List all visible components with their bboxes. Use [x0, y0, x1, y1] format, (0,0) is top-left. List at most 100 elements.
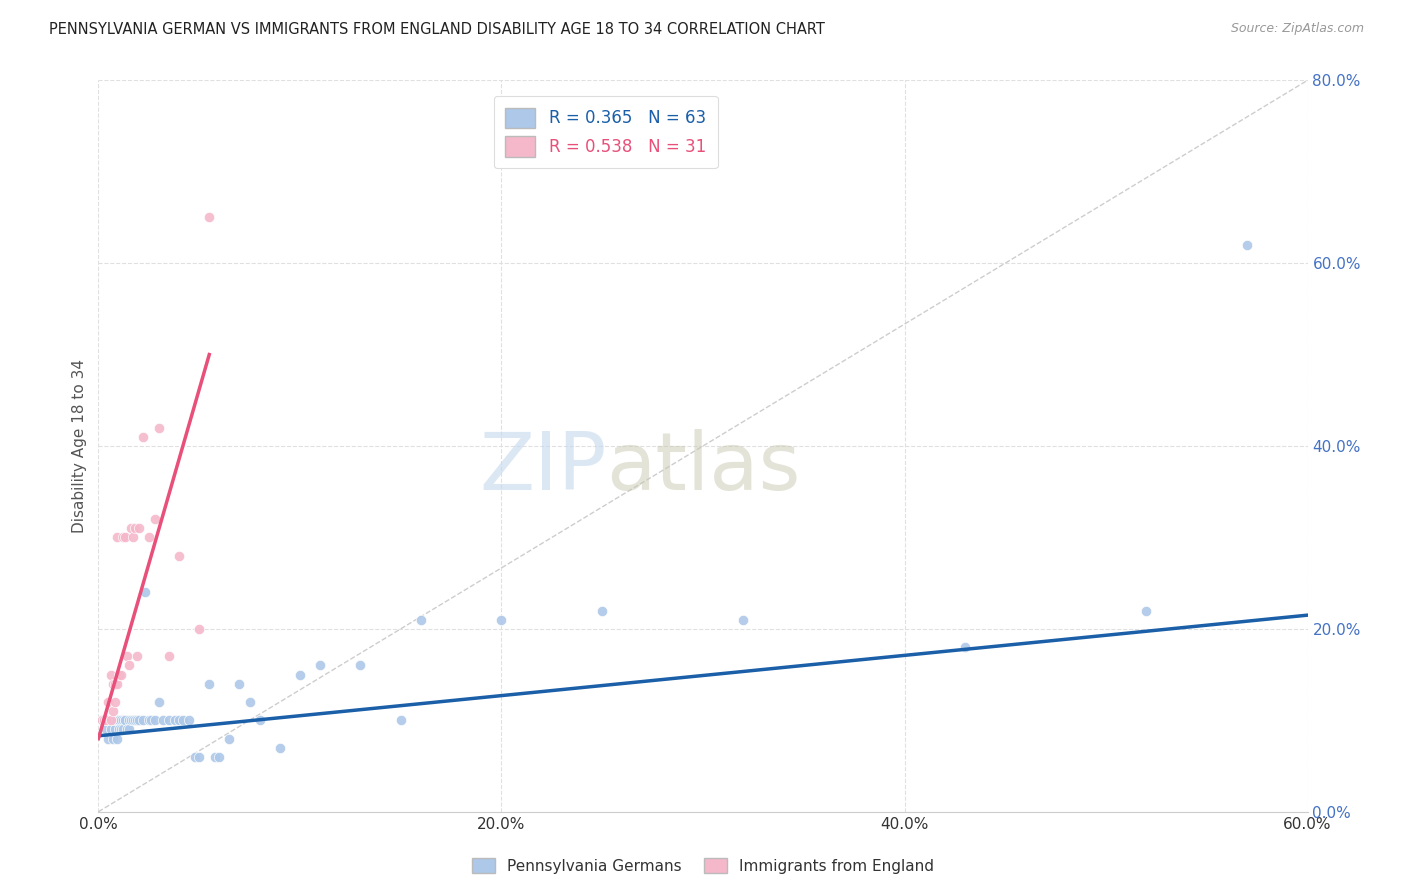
Point	[103, 676, 125, 690]
Point	[115, 649, 138, 664]
Point	[124, 521, 146, 535]
Point	[93, 714, 115, 728]
Point	[124, 714, 146, 728]
Point	[110, 723, 132, 737]
Point	[91, 714, 114, 728]
Point	[118, 658, 141, 673]
Point	[138, 714, 160, 728]
Point	[114, 530, 136, 544]
Point	[100, 714, 122, 728]
Point	[115, 723, 138, 737]
Point	[167, 549, 190, 563]
Point	[96, 714, 118, 728]
Point	[309, 658, 332, 673]
Point	[132, 714, 155, 728]
Point	[172, 714, 194, 728]
Point	[111, 530, 134, 544]
Point	[125, 714, 148, 728]
Point	[93, 714, 115, 728]
Point	[239, 695, 262, 709]
Point	[228, 676, 250, 690]
Point	[110, 667, 132, 681]
Point	[389, 714, 412, 728]
Text: Source: ZipAtlas.com: Source: ZipAtlas.com	[1230, 22, 1364, 36]
Text: atlas: atlas	[606, 429, 800, 507]
Point	[105, 676, 128, 690]
Point	[138, 530, 160, 544]
Point	[953, 640, 976, 655]
Point	[101, 714, 124, 728]
Point	[204, 749, 226, 764]
Point	[148, 421, 170, 435]
Point	[118, 714, 141, 728]
Point	[491, 613, 513, 627]
Legend: R = 0.365   N = 63, R = 0.538   N = 31: R = 0.365 N = 63, R = 0.538 N = 31	[494, 96, 717, 169]
Point	[152, 714, 174, 728]
Point	[148, 695, 170, 709]
Point	[118, 723, 141, 737]
Point	[107, 667, 129, 681]
Point	[179, 714, 201, 728]
Point	[120, 521, 142, 535]
Point	[125, 649, 148, 664]
Point	[134, 585, 156, 599]
Point	[1236, 238, 1258, 252]
Point	[114, 714, 136, 728]
Y-axis label: Disability Age 18 to 34: Disability Age 18 to 34	[72, 359, 87, 533]
Point	[105, 530, 128, 544]
Point	[188, 622, 211, 636]
Point	[103, 714, 125, 728]
Point	[1135, 603, 1157, 617]
Point	[288, 667, 311, 681]
Point	[208, 749, 231, 764]
Point	[591, 603, 613, 617]
Point	[409, 613, 432, 627]
Point	[249, 714, 271, 728]
Point	[269, 740, 291, 755]
Point	[97, 695, 120, 709]
Point	[96, 723, 118, 737]
Point	[97, 731, 120, 746]
Point	[105, 714, 128, 728]
Point	[97, 714, 120, 728]
Point	[103, 695, 125, 709]
Point	[111, 714, 134, 728]
Point	[100, 723, 122, 737]
Point	[143, 714, 166, 728]
Point	[91, 714, 114, 728]
Point	[100, 714, 122, 728]
Text: PENNSYLVANIA GERMAN VS IMMIGRANTS FROM ENGLAND DISABILITY AGE 18 TO 34 CORRELATI: PENNSYLVANIA GERMAN VS IMMIGRANTS FROM E…	[49, 22, 825, 37]
Point	[184, 749, 207, 764]
Point	[163, 714, 186, 728]
Point	[128, 714, 150, 728]
Point	[157, 649, 180, 664]
Point	[128, 521, 150, 535]
Point	[101, 676, 124, 690]
Point	[121, 530, 143, 544]
Point	[100, 667, 122, 681]
Point	[101, 704, 124, 718]
Point	[349, 658, 371, 673]
Point	[103, 723, 125, 737]
Point	[143, 512, 166, 526]
Point	[114, 714, 136, 728]
Point	[107, 714, 129, 728]
Point	[111, 723, 134, 737]
Point	[218, 731, 240, 746]
Point	[121, 714, 143, 728]
Point	[120, 714, 142, 728]
Text: ZIP: ZIP	[479, 429, 606, 507]
Point	[198, 676, 221, 690]
Point	[188, 749, 211, 764]
Point	[132, 430, 155, 444]
Point	[139, 714, 162, 728]
Point	[110, 714, 132, 728]
Point	[198, 211, 221, 225]
Point	[167, 714, 190, 728]
Point	[107, 714, 129, 728]
Point	[107, 723, 129, 737]
Point	[733, 613, 755, 627]
Point	[101, 731, 124, 746]
Point	[105, 731, 128, 746]
Legend: Pennsylvania Germans, Immigrants from England: Pennsylvania Germans, Immigrants from En…	[465, 852, 941, 880]
